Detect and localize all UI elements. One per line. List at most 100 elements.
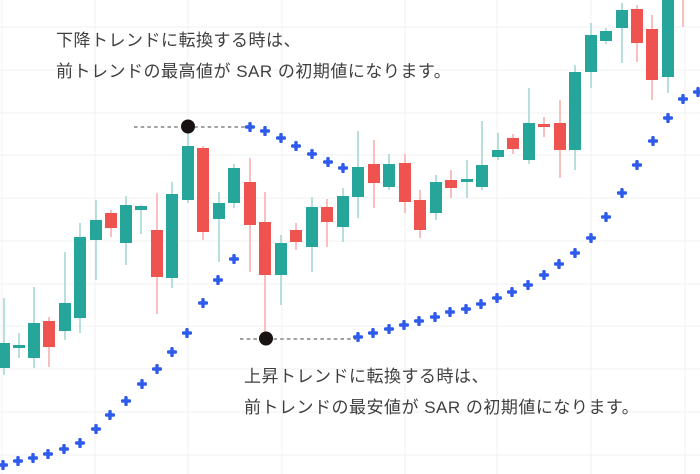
candle-up [616,3,628,63]
candle-body [275,243,287,275]
candle-body [120,205,132,243]
candle-up [213,192,225,262]
candle-down [631,5,643,62]
candle-down [507,134,519,154]
sar-plus-marker [507,287,517,297]
sar-plus-hbar [368,331,378,335]
candle-up [135,205,147,234]
candle-down [321,199,333,247]
sar-plus-marker [414,316,424,326]
candle-body [352,167,364,197]
candle-body [554,123,566,150]
candle-up [182,130,194,203]
sar-plus-hbar [59,447,69,451]
candle-up [430,175,442,220]
sar-plus-marker [461,304,471,314]
uptrend-annotation: 上昇トレンドに転換する時は、 前トレンドの最安値が SAR の初期値になります。 [244,361,639,423]
sar-plus-hbar [229,257,239,261]
candle-up [476,121,488,190]
sar-plus-hbar [476,302,486,306]
candle-down [646,15,658,100]
candle-body [368,164,380,183]
sar-plus-hbar [399,323,409,327]
candle-down [105,210,117,237]
rising-sar-2 [353,87,700,342]
sar-plus-marker [632,160,642,170]
candle-body [59,303,71,331]
sar-plus-marker [137,379,147,389]
annotation-line-1: 上昇トレンドに転換する時は、 [244,367,489,386]
sar-plus-hbar [91,427,101,431]
reversal-marker-previous-low [240,331,356,346]
sar-plus-hbar [0,463,8,467]
candle-up [59,252,71,340]
sar-plus-hbar [323,160,333,164]
candle-body [507,138,519,149]
candle-body [430,182,442,213]
candle-body [259,222,271,275]
sar-plus-marker [368,328,378,338]
candle-up [662,0,674,93]
sar-plus-marker [28,453,38,463]
candle-body [585,35,597,72]
candle-body [476,165,488,187]
candle-body [337,196,349,227]
sar-plus-hbar [507,290,517,294]
sar-plus-marker [338,163,348,173]
sar-plus-hbar [570,251,580,255]
sar-plus-marker [570,248,580,258]
candle-body [646,29,658,80]
candle-body [228,168,240,203]
candle-up [600,28,612,44]
sar-plus-hbar [28,456,38,460]
sar-plus-marker [648,136,658,146]
sar-plus-hbar [291,144,301,148]
sar-plus-hbar [693,90,700,94]
downtrend-annotation: 下降トレンドに転換する時は、 前トレンドの最高値が SAR の初期値になります。 [56,25,451,87]
candle-down [43,317,55,367]
sar-plus-marker [105,410,115,420]
sar-plus-hbar [307,152,317,156]
candle-down [445,170,457,198]
sar-plus-marker [476,299,486,309]
sar-plus-hbar [213,278,223,282]
parabolic-sar [0,87,700,470]
candle-body [290,230,302,242]
candle-body [321,207,333,222]
sar-plus-marker [617,188,627,198]
sar-plus-hbar [461,307,471,311]
rising-sar-1 [0,254,239,470]
falling-sar [245,122,348,173]
sar-plus-hbar [198,301,208,305]
candle-down [538,117,550,137]
sar-plus-hbar [430,315,440,319]
candle-down [554,100,566,178]
candle-body [600,31,612,41]
candle-body [43,321,55,347]
sar-plus-marker [384,324,394,334]
candle-down [368,140,380,208]
candle-body [244,182,256,225]
candle-up [585,23,597,88]
candle-down [414,190,426,238]
candle-up [306,197,318,272]
sar-plus-marker [152,364,162,374]
sar-plus-marker [245,122,255,132]
candle-body [414,200,426,230]
sar-plus-marker [586,233,596,243]
sar-plus-marker [678,94,688,104]
sar-plus-hbar [167,350,177,354]
candle-body [569,72,581,150]
sar-plus-hbar [13,459,23,463]
candle-body [74,237,86,318]
candle-up [569,65,581,170]
sar-plus-hbar [601,215,611,219]
candle-up [275,235,287,305]
candle-body [166,194,178,278]
sar-plus-marker [182,328,192,338]
sar-plus-hbar [384,327,394,331]
candle-down [290,223,302,250]
sar-plus-marker [693,87,700,97]
